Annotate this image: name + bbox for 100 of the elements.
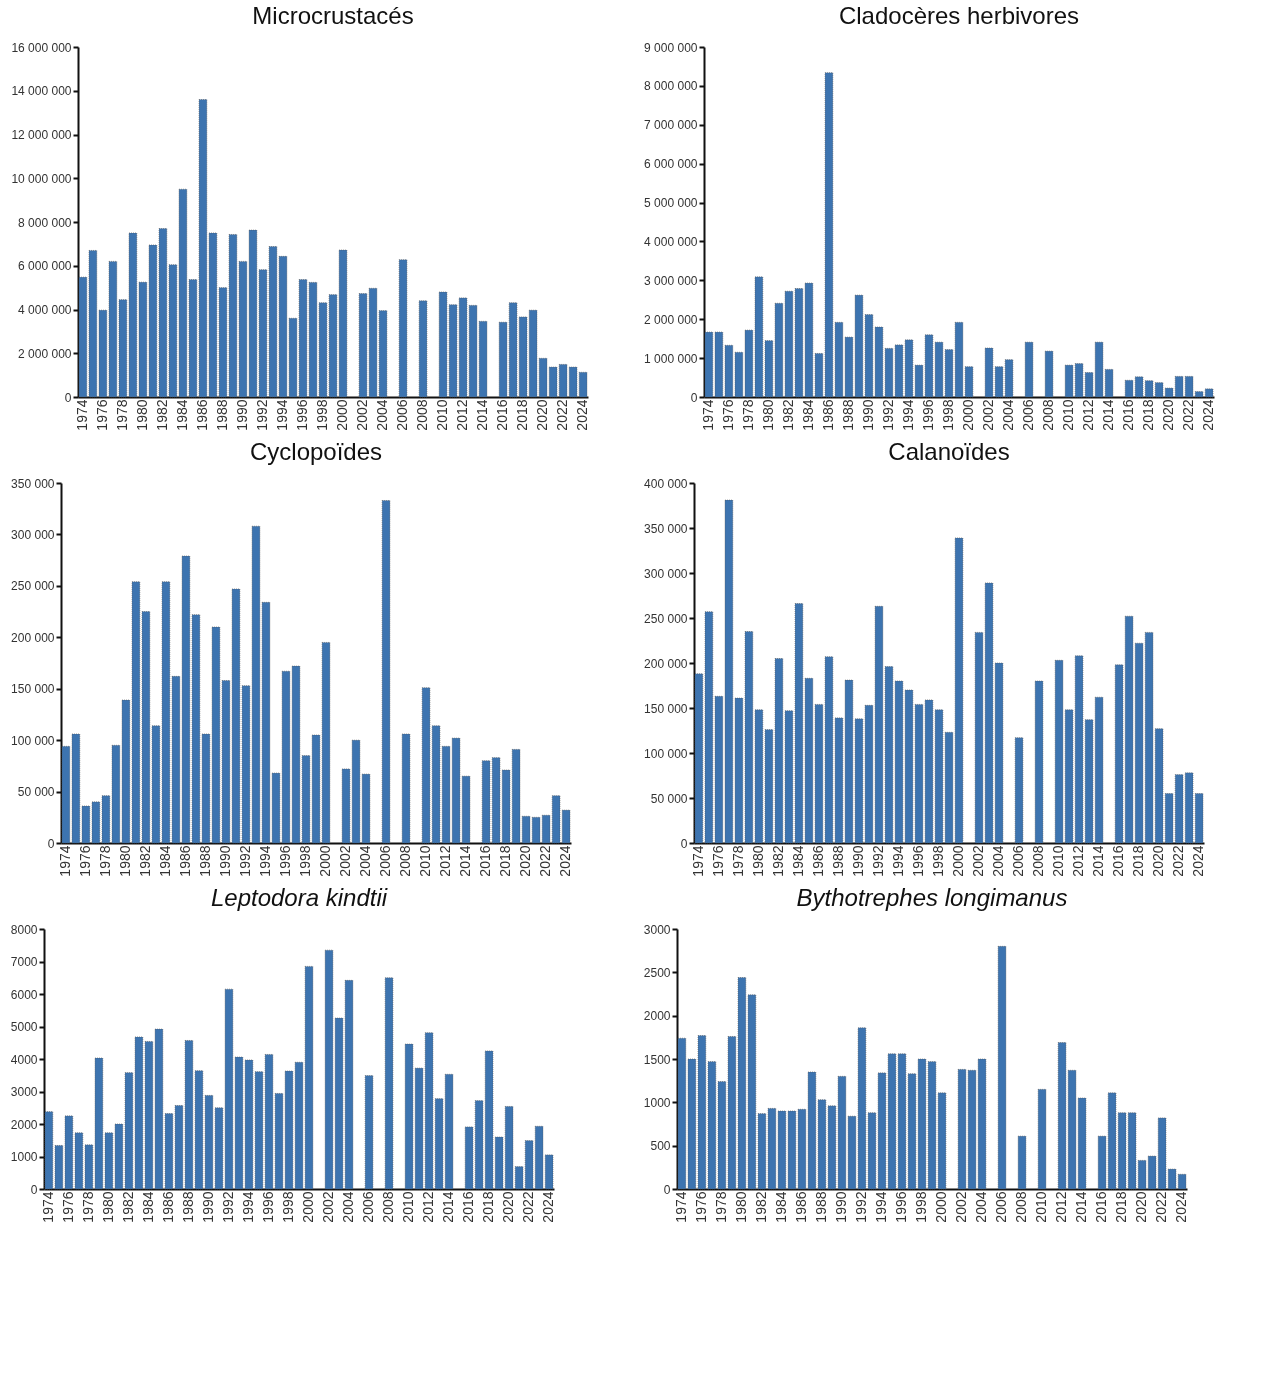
- y-tick-label: 2 000 000: [644, 312, 698, 327]
- x-tick-label: 1996: [293, 399, 310, 431]
- y-tick-label: 2000: [10, 1117, 38, 1132]
- x-tick-label: 1974: [56, 845, 73, 877]
- y-tick-label: 0: [64, 390, 72, 405]
- y-tick-label: 2000: [643, 1009, 671, 1024]
- x-tick-label: 1982: [153, 399, 170, 431]
- x-tick-label: 1986: [792, 1191, 809, 1223]
- x-tick-label: 2022: [1180, 399, 1197, 431]
- x-tick-label: 2006: [1020, 399, 1037, 431]
- x-tick-label: 1984: [772, 1191, 789, 1223]
- x-tick-label: 2012: [437, 845, 454, 877]
- x-tick-label: 2004: [973, 1191, 990, 1223]
- x-tick-label: 1980: [749, 845, 766, 877]
- x-tick-label: 1978: [729, 845, 746, 877]
- x-tick-label: 1978: [739, 399, 756, 431]
- x-tick-label: 2016: [477, 845, 494, 877]
- x-tick-label: 2016: [460, 1191, 477, 1223]
- x-tick-label: 2020: [517, 845, 534, 877]
- x-tick-label: 2004: [340, 1191, 357, 1223]
- chart-title: Cyclopoïdes: [249, 438, 383, 465]
- x-tick-label: 2010: [1033, 1191, 1050, 1223]
- y-tick-label: 400 000: [644, 476, 688, 491]
- x-tick-label: 2008: [1040, 399, 1057, 431]
- y-tick-label: 350 000: [11, 476, 55, 491]
- y-tick-label: 250 000: [11, 579, 55, 594]
- x-tick-label: 1974: [73, 399, 90, 431]
- x-tick-label: 1990: [832, 1191, 849, 1223]
- y-tick-label: 200 000: [644, 656, 688, 671]
- chart-title: Calanoïdes: [888, 438, 1010, 465]
- x-tick-label: 1998: [280, 1191, 296, 1223]
- x-tick-label: 1992: [236, 845, 253, 877]
- y-tick-label: 250 000: [644, 611, 688, 626]
- x-tick-label: 2020: [1133, 1191, 1150, 1223]
- y-tick-label: 1000: [10, 1150, 38, 1164]
- x-tick-label: 1978: [712, 1191, 729, 1223]
- x-tick-label: 1984: [799, 399, 816, 431]
- x-tick-label: 1990: [199, 1191, 216, 1223]
- x-tick-label: 2016: [1110, 845, 1127, 877]
- x-tick-label: 2008: [414, 399, 431, 431]
- y-tick-label: 3000: [10, 1085, 38, 1099]
- x-tick-label: 1978: [79, 1191, 96, 1223]
- x-tick-label: 1996: [276, 845, 293, 877]
- x-tick-label: 2022: [537, 845, 554, 877]
- x-tick-label: 1994: [239, 1191, 256, 1223]
- x-tick-label: 2006: [360, 1191, 377, 1223]
- chart-title: Microcrustacés: [252, 2, 414, 29]
- x-tick-label: 1980: [116, 845, 133, 877]
- y-tick-label: 10 000 000: [11, 171, 72, 186]
- x-tick-label: 2014: [474, 399, 491, 431]
- x-tick-label: 1980: [759, 399, 776, 431]
- x-tick-label: 2002: [970, 845, 987, 877]
- x-tick-label: 1982: [752, 1191, 769, 1223]
- y-tick-label: 12 000 000: [11, 128, 72, 142]
- x-tick-label: 1976: [719, 399, 736, 431]
- x-tick-label: 2010: [417, 845, 434, 877]
- y-tick-label: 300 000: [11, 527, 55, 542]
- x-tick-label: 2012: [454, 399, 471, 431]
- x-tick-label: 1974: [689, 845, 706, 877]
- y-tick-label: 1500: [643, 1052, 671, 1067]
- x-tick-label: 1974: [699, 399, 716, 431]
- x-tick-label: 2022: [1170, 845, 1187, 877]
- x-tick-label: 2012: [1070, 845, 1087, 877]
- y-tick-label: 16 000 000: [11, 40, 72, 55]
- y-tick-label: 0: [690, 390, 698, 405]
- y-tick-label: 100 000: [11, 733, 55, 748]
- x-tick-label: 1976: [692, 1191, 709, 1223]
- x-tick-label: 2012: [1053, 1191, 1070, 1223]
- x-tick-label: 1980: [133, 399, 150, 431]
- x-tick-label: 2024: [557, 845, 574, 877]
- bar: [364, 1075, 374, 1190]
- x-tick-label: 1978: [113, 399, 130, 431]
- y-tick-label: 1 000 000: [644, 351, 698, 366]
- y-tick-label: 2500: [643, 965, 671, 980]
- y-tick-label: 9 000 000: [644, 40, 698, 55]
- x-tick-label: 2004: [990, 845, 1007, 877]
- bar: [381, 500, 391, 844]
- x-tick-label: 1986: [819, 399, 836, 431]
- x-tick-label: 1990: [849, 845, 866, 877]
- x-tick-label: 1980: [732, 1191, 749, 1223]
- x-tick-label: 2006: [1010, 845, 1027, 877]
- bar: [1017, 1135, 1027, 1190]
- x-tick-label: 2010: [1050, 845, 1067, 877]
- y-tick-label: 5 000 000: [644, 196, 698, 211]
- x-tick-label: 2008: [397, 845, 414, 877]
- y-tick-label: 14 000 000: [11, 84, 72, 99]
- bar: [418, 300, 428, 398]
- x-tick-label: 1994: [899, 399, 916, 431]
- bar: [398, 259, 408, 398]
- x-tick-label: 1992: [253, 399, 270, 431]
- x-tick-label: 2006: [394, 399, 411, 431]
- x-tick-label: 2000: [960, 399, 976, 431]
- x-tick-label: 2014: [1100, 399, 1117, 431]
- x-tick-label: 2016: [1120, 399, 1137, 431]
- x-tick-label: 1984: [173, 399, 190, 431]
- x-tick-label: 2008: [380, 1191, 397, 1223]
- x-tick-label: 2000: [933, 1191, 949, 1223]
- x-tick-label: 2020: [534, 399, 551, 431]
- x-tick-label: 1998: [940, 399, 956, 431]
- y-tick-label: 50 000: [17, 785, 55, 800]
